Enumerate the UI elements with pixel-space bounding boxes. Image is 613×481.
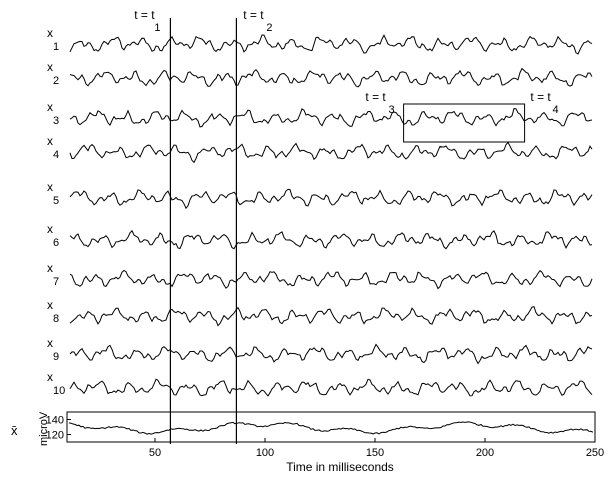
- channel-sub-2: 2: [53, 75, 59, 87]
- channel-trace-6: [69, 229, 593, 250]
- xtick-label-100: 100: [256, 447, 274, 459]
- average-panel-frame: [66, 411, 596, 443]
- xtick-label-250: 250: [586, 447, 604, 459]
- channel-trace-5: [69, 188, 593, 210]
- window-sub-t3: 3: [389, 104, 395, 116]
- channel-label-8: x: [47, 298, 53, 312]
- marker-label-t1: t = t: [134, 8, 155, 22]
- channel-trace-10: [69, 378, 593, 397]
- channel-sub-7: 7: [53, 276, 59, 288]
- channel-label-2: x: [47, 60, 53, 74]
- channel-label-3: x: [47, 100, 53, 114]
- avg-ytick-label-140: 140: [46, 415, 64, 427]
- xtick-label-50: 50: [149, 447, 161, 459]
- xtick-label-150: 150: [366, 447, 384, 459]
- channel-sub-4: 4: [53, 149, 59, 161]
- channel-trace-8: [69, 306, 593, 327]
- channel-label-9: x: [47, 336, 53, 350]
- channel-label-10: x: [47, 370, 53, 384]
- marker-sub-t2: 2: [266, 22, 272, 34]
- channel-label-1: x: [47, 26, 53, 40]
- channel-sub-10: 10: [53, 385, 65, 397]
- channel-sub-9: 9: [53, 351, 59, 363]
- channel-label-5: x: [47, 180, 53, 194]
- channel-label-4: x: [47, 134, 53, 148]
- window-sub-t4: 4: [553, 104, 559, 116]
- x-axis-label: Time in milliseconds: [286, 460, 394, 474]
- channel-trace-3: [69, 108, 593, 128]
- analysis-window-box: [403, 103, 526, 143]
- avg-ytick-label-120: 120: [46, 430, 64, 442]
- channel-trace-9: [69, 343, 593, 365]
- marker-label-t2: t = t: [243, 8, 264, 22]
- channel-sub-6: 6: [53, 237, 59, 249]
- channel-trace-7: [69, 269, 593, 290]
- window-label-t4: t = t: [530, 90, 551, 104]
- window-label-t3: t = t: [365, 90, 386, 104]
- channel-sub-8: 8: [53, 313, 59, 325]
- channel-sub-1: 1: [53, 41, 59, 53]
- channel-sub-5: 5: [53, 195, 59, 207]
- channel-trace-4: [69, 141, 593, 164]
- xtick-label-200: 200: [476, 447, 494, 459]
- marker-sub-t1: 1: [154, 22, 160, 34]
- x-axis-ticks: 50 100 150 200 250: [149, 438, 604, 459]
- channel-traces: [69, 34, 593, 397]
- average-trace: [68, 421, 594, 435]
- average-label: x̄: [11, 423, 18, 438]
- channel-sub-3: 3: [53, 115, 59, 127]
- channel-trace-2: [69, 67, 593, 88]
- channel-label-7: x: [47, 261, 53, 275]
- average-ylabel: microV: [38, 411, 50, 446]
- channel-trace-1: [69, 34, 593, 55]
- channel-label-6: x: [47, 222, 53, 236]
